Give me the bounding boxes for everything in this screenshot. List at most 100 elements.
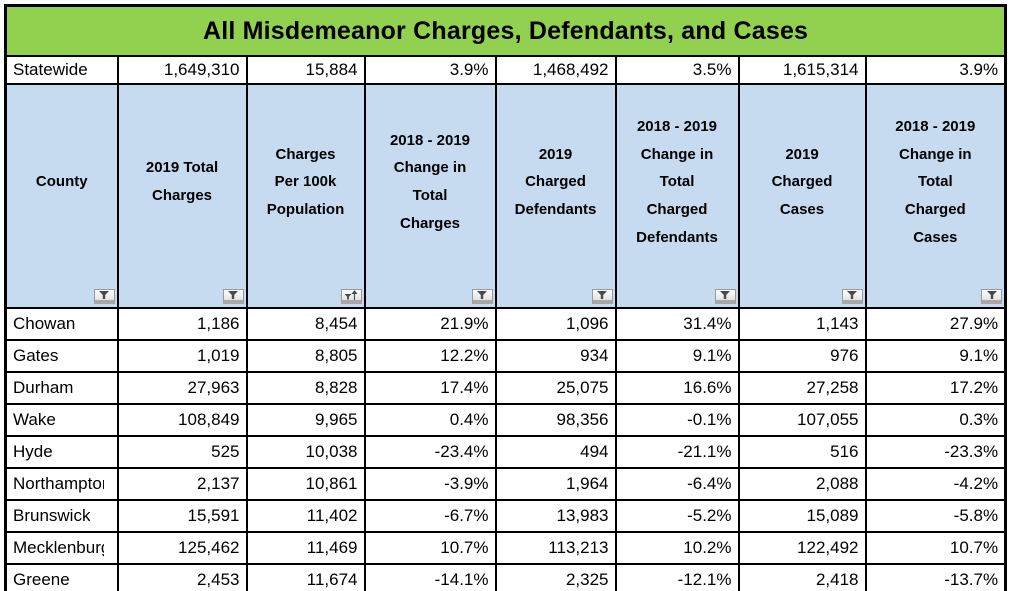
value-cell[interactable]: 107,055 bbox=[737, 403, 867, 437]
value-cell[interactable]: 2,088 bbox=[737, 467, 867, 501]
value-cell[interactable]: 1,143 bbox=[737, 307, 867, 341]
value-cell[interactable]: -3.9% bbox=[363, 467, 497, 501]
column-header-label: 2019 Charged Cases bbox=[771, 145, 833, 219]
filter-funnel-icon bbox=[596, 275, 608, 306]
value-cell[interactable]: -13.7% bbox=[864, 563, 1007, 591]
value-cell[interactable]: 9,965 bbox=[245, 403, 366, 437]
value-cell[interactable]: 9.1% bbox=[864, 339, 1007, 373]
value-cell[interactable]: 0.4% bbox=[363, 403, 497, 437]
value-cell[interactable]: 27.9% bbox=[864, 307, 1007, 341]
column-header-county[interactable]: County bbox=[4, 83, 119, 309]
filter-button-charges-per-100k[interactable] bbox=[340, 289, 362, 304]
value-cell[interactable]: 11,469 bbox=[245, 531, 366, 565]
value-cell[interactable]: -5.2% bbox=[614, 499, 740, 533]
column-header-charged-cases[interactable]: 2019 Charged Cases bbox=[737, 83, 867, 309]
value-cell[interactable]: 10,038 bbox=[245, 435, 366, 469]
value-cell[interactable]: -6.7% bbox=[363, 499, 497, 533]
statewide-charges-per-100k[interactable]: 15,884 bbox=[245, 55, 366, 85]
value-cell[interactable]: 98,356 bbox=[494, 403, 617, 437]
filter-button-total-charges[interactable] bbox=[222, 289, 244, 304]
value-cell[interactable]: 525 bbox=[116, 435, 248, 469]
column-header-change-charged-cases[interactable]: 2018 - 2019 Change in Total Charged Case… bbox=[864, 83, 1007, 309]
value-cell[interactable]: 15,089 bbox=[737, 499, 867, 533]
county-cell[interactable]: Northampton bbox=[4, 467, 119, 501]
value-cell[interactable]: 10.7% bbox=[864, 531, 1007, 565]
value-cell[interactable]: 1,186 bbox=[116, 307, 248, 341]
value-cell[interactable]: -0.1% bbox=[614, 403, 740, 437]
value-cell[interactable]: -23.4% bbox=[363, 435, 497, 469]
value-cell[interactable]: -5.8% bbox=[864, 499, 1007, 533]
county-cell[interactable]: Chowan bbox=[4, 307, 119, 341]
column-header-charged-defendants[interactable]: 2019 Charged Defendants bbox=[494, 83, 617, 309]
filter-button-charged-defendants[interactable] bbox=[591, 289, 613, 304]
value-cell[interactable]: 27,963 bbox=[116, 371, 248, 405]
value-cell[interactable]: 25,075 bbox=[494, 371, 617, 405]
column-header-charges-per-100k[interactable]: Charges Per 100k Population bbox=[245, 83, 366, 309]
filter-button-change-charged-defendants[interactable] bbox=[714, 289, 736, 304]
value-cell[interactable]: 10,861 bbox=[245, 467, 366, 501]
value-cell[interactable]: -6.4% bbox=[614, 467, 740, 501]
county-cell[interactable]: Mecklenburg bbox=[4, 531, 119, 565]
value-cell[interactable]: 13,983 bbox=[494, 499, 617, 533]
value-cell[interactable]: -14.1% bbox=[363, 563, 497, 591]
value-cell[interactable]: 10.7% bbox=[363, 531, 497, 565]
value-cell[interactable]: 10.2% bbox=[614, 531, 740, 565]
value-cell[interactable]: -23.3% bbox=[864, 435, 1007, 469]
statewide-charged-defendants[interactable]: 1,468,492 bbox=[494, 55, 617, 85]
statewide-total-charges[interactable]: 1,649,310 bbox=[116, 55, 248, 85]
filter-funnel-icon bbox=[476, 275, 488, 306]
value-cell[interactable]: 494 bbox=[494, 435, 617, 469]
county-cell[interactable]: Hyde bbox=[4, 435, 119, 469]
value-cell[interactable]: 1,019 bbox=[116, 339, 248, 373]
value-cell[interactable]: 2,418 bbox=[737, 563, 867, 591]
value-cell[interactable]: 2,325 bbox=[494, 563, 617, 591]
filter-button-charged-cases[interactable] bbox=[841, 289, 863, 304]
county-cell[interactable]: Durham bbox=[4, 371, 119, 405]
county-cell[interactable]: Brunswick bbox=[4, 499, 119, 533]
statewide-charged-cases[interactable]: 1,615,314 bbox=[737, 55, 867, 85]
value-cell[interactable]: 16.6% bbox=[614, 371, 740, 405]
value-cell[interactable]: 1,964 bbox=[494, 467, 617, 501]
value-cell[interactable]: 8,454 bbox=[245, 307, 366, 341]
value-cell[interactable]: 113,213 bbox=[494, 531, 617, 565]
value-cell[interactable]: 15,591 bbox=[116, 499, 248, 533]
statewide-change-cases[interactable]: 3.9% bbox=[864, 55, 1007, 85]
value-cell[interactable]: 12.2% bbox=[363, 339, 497, 373]
value-cell[interactable]: -21.1% bbox=[614, 435, 740, 469]
county-cell[interactable]: Greene bbox=[4, 563, 119, 591]
value-cell[interactable]: -12.1% bbox=[614, 563, 740, 591]
value-cell[interactable]: 108,849 bbox=[116, 403, 248, 437]
column-header-total-charges[interactable]: 2019 Total Charges bbox=[116, 83, 248, 309]
column-header-change-charged-defendants[interactable]: 2018 - 2019 Change in Total Charged Defe… bbox=[614, 83, 740, 309]
value-cell[interactable]: 31.4% bbox=[614, 307, 740, 341]
value-cell[interactable]: 9.1% bbox=[614, 339, 740, 373]
county-cell[interactable]: Wake bbox=[4, 403, 119, 437]
value-cell[interactable]: 2,137 bbox=[116, 467, 248, 501]
county-cell[interactable]: Gates bbox=[4, 339, 119, 373]
column-header-change-total-charges[interactable]: 2018 - 2019 Change in Total Charges bbox=[363, 83, 497, 309]
value-cell[interactable]: 17.2% bbox=[864, 371, 1007, 405]
value-cell[interactable]: 8,828 bbox=[245, 371, 366, 405]
value-cell[interactable]: 1,096 bbox=[494, 307, 617, 341]
value-cell[interactable]: 27,258 bbox=[737, 371, 867, 405]
value-cell[interactable]: 516 bbox=[737, 435, 867, 469]
value-cell[interactable]: 11,402 bbox=[245, 499, 366, 533]
filter-button-county[interactable] bbox=[93, 289, 115, 304]
statewide-label[interactable]: Statewide bbox=[4, 55, 119, 85]
value-cell[interactable]: -4.2% bbox=[864, 467, 1007, 501]
value-cell[interactable]: 21.9% bbox=[363, 307, 497, 341]
value-cell[interactable]: 2,453 bbox=[116, 563, 248, 591]
value-cell[interactable]: 17.4% bbox=[363, 371, 497, 405]
value-cell[interactable]: 976 bbox=[737, 339, 867, 373]
county-name: Brunswick bbox=[13, 506, 91, 525]
statewide-change-charges[interactable]: 3.9% bbox=[363, 55, 497, 85]
value-cell[interactable]: 122,492 bbox=[737, 531, 867, 565]
value-cell[interactable]: 8,805 bbox=[245, 339, 366, 373]
value-cell[interactable]: 125,462 bbox=[116, 531, 248, 565]
value-cell[interactable]: 0.3% bbox=[864, 403, 1007, 437]
filter-button-change-charged-cases[interactable] bbox=[981, 289, 1003, 304]
statewide-change-defendants[interactable]: 3.5% bbox=[614, 55, 740, 85]
value-cell[interactable]: 11,674 bbox=[245, 563, 366, 591]
value-cell[interactable]: 934 bbox=[494, 339, 617, 373]
filter-button-change-total-charges[interactable] bbox=[471, 289, 493, 304]
